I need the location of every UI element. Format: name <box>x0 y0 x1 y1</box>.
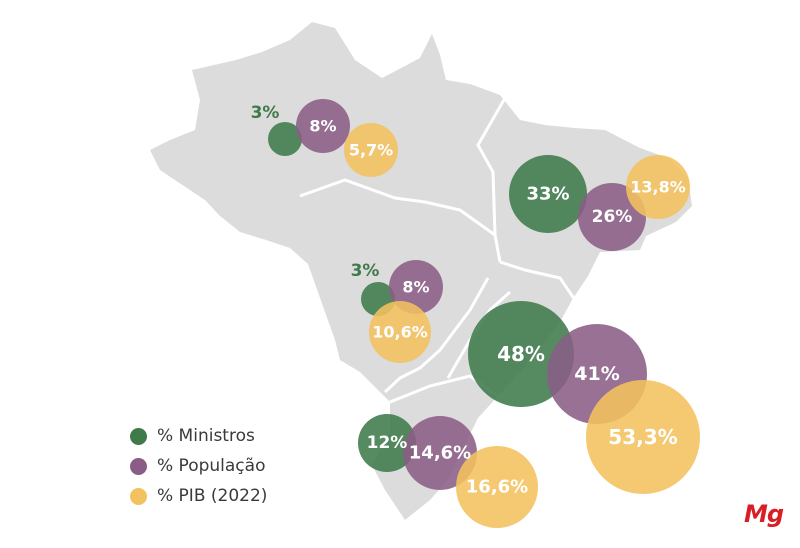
bubble-populacao <box>389 260 443 314</box>
bubble-pib <box>456 446 538 528</box>
bubble-label-populacao: 26% <box>592 207 633 227</box>
legend-swatch-pib <box>130 487 147 505</box>
legend-label-pib: % PIB (2022) <box>157 486 268 506</box>
bubble-label-populacao: 8% <box>309 117 336 136</box>
bubble-ministros <box>268 122 302 156</box>
legend-label-populacao: % População <box>157 456 266 476</box>
bubble-label-pib: 10,6% <box>372 323 428 342</box>
bubble-label-ministros: 33% <box>526 184 569 205</box>
bubble-label-pib: 16,6% <box>466 477 528 498</box>
bubble-label-pib: 53,3% <box>608 425 677 449</box>
legend-item-ministros: % Ministros <box>130 421 267 451</box>
bubble-pib <box>586 380 700 494</box>
legend: % Ministros % População % PIB (2022) <box>130 421 267 511</box>
bubble-label-pib: 5,7% <box>349 141 393 160</box>
bubble-populacao <box>296 99 350 153</box>
region-border <box>299 178 496 237</box>
bubble-label-populacao: 14,6% <box>409 443 471 464</box>
bubble-label-ministros: 48% <box>497 342 545 366</box>
bubble-label-ministros: 3% <box>251 103 280 123</box>
region-border <box>383 277 490 394</box>
bubble-ministros <box>509 155 587 233</box>
logo: Mg <box>744 500 784 528</box>
bubble-pib <box>626 155 690 219</box>
bubble-label-populacao: 41% <box>574 363 619 385</box>
bubble-label-pib: 13,8% <box>630 178 686 197</box>
bubble-label-ministros: 12% <box>367 433 408 453</box>
legend-label-ministros: % Ministros <box>157 426 255 446</box>
bubble-ministros <box>358 414 416 472</box>
legend-swatch-ministros <box>130 427 147 445</box>
bubble-pib <box>344 123 398 177</box>
bubble-pib <box>369 301 431 363</box>
region-border <box>476 97 507 263</box>
bubble-populacao <box>403 416 477 490</box>
legend-item-pib: % PIB (2022) <box>130 481 267 511</box>
bubble-label-populacao: 8% <box>402 278 429 297</box>
legend-swatch-populacao <box>130 457 147 475</box>
region-border <box>499 260 577 301</box>
bubble-label-ministros: 3% <box>351 261 380 281</box>
legend-item-populacao: % População <box>130 451 267 481</box>
bubble-layer: 3% 8% 5,7% 33% 26% 13,8% 3% 8% 10,6% 48% 41% 53,3% 1… <box>251 99 700 528</box>
